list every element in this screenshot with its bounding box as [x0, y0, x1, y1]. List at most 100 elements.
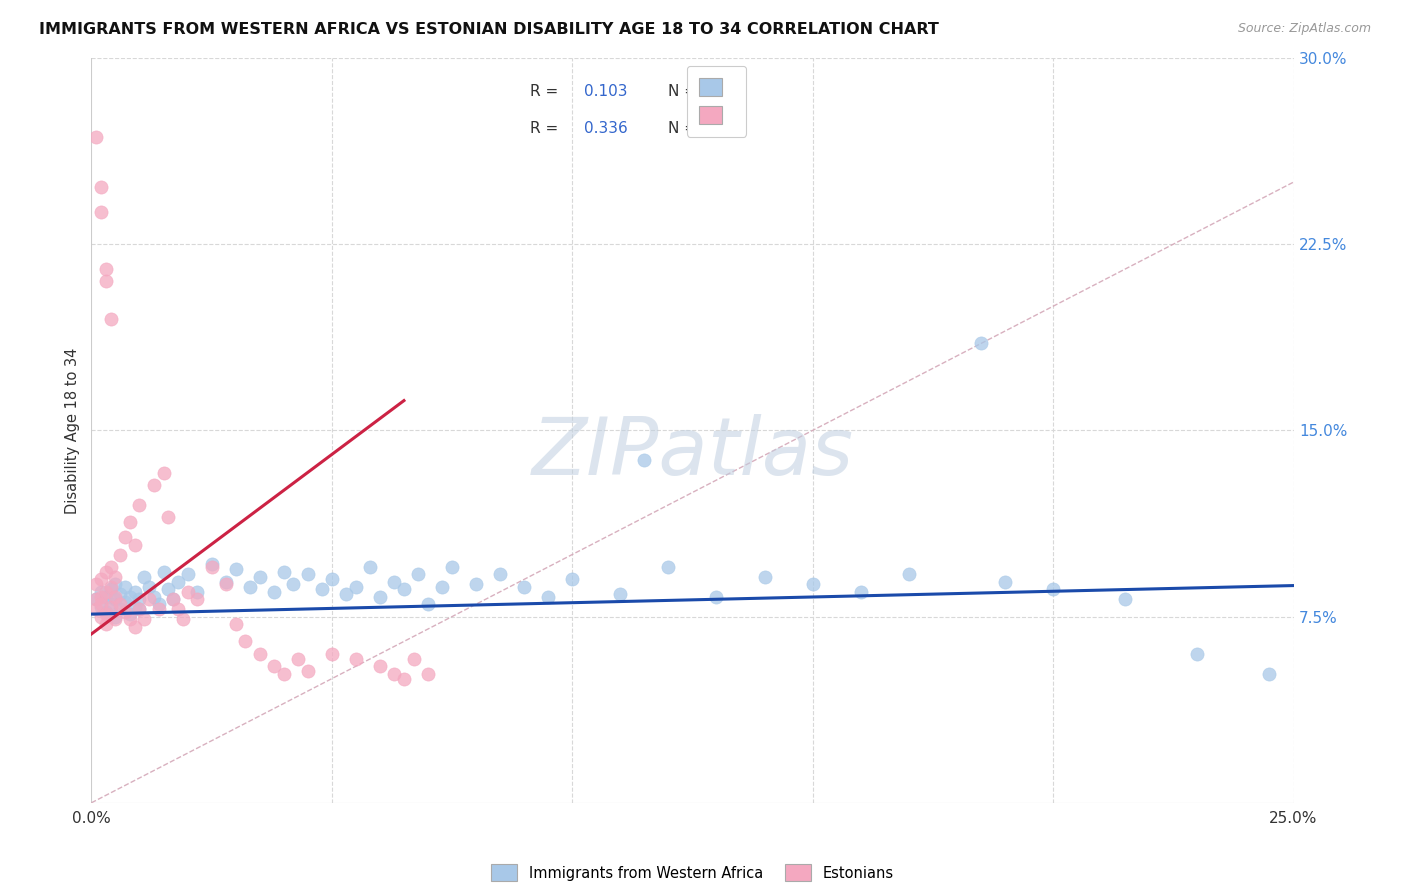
Point	[142, 478, 165, 492]
Point	[402, 652, 425, 666]
Point	[297, 567, 319, 582]
Point	[1114, 592, 1136, 607]
Point	[110, 597, 132, 611]
Point	[335, 587, 357, 601]
Point	[263, 584, 285, 599]
Point	[84, 130, 107, 145]
Text: N =: N =	[668, 84, 702, 99]
Point	[633, 453, 655, 467]
Point	[110, 587, 132, 601]
Point	[273, 565, 295, 579]
Text: Source: ZipAtlas.com: Source: ZipAtlas.com	[1237, 22, 1371, 36]
Point	[110, 548, 132, 562]
Point	[104, 609, 127, 624]
Text: 56: 56	[720, 121, 740, 136]
Point	[114, 530, 136, 544]
Point	[84, 602, 107, 616]
Point	[201, 558, 224, 572]
Point	[359, 560, 381, 574]
Point	[94, 617, 117, 632]
Point	[148, 597, 170, 611]
Point	[994, 574, 1017, 589]
Point	[124, 538, 146, 552]
Point	[215, 577, 238, 591]
Point	[249, 647, 271, 661]
Point	[100, 560, 122, 574]
Point	[118, 612, 141, 626]
Point	[239, 580, 262, 594]
Text: R =: R =	[530, 121, 564, 136]
Point	[114, 580, 136, 594]
Point	[148, 602, 170, 616]
Point	[368, 659, 391, 673]
Point	[138, 580, 160, 594]
Point	[134, 612, 156, 626]
Point	[392, 672, 415, 686]
Point	[249, 570, 271, 584]
Point	[94, 607, 117, 621]
Point	[157, 510, 180, 524]
Point	[233, 634, 256, 648]
Point	[225, 562, 247, 576]
Text: IMMIGRANTS FROM WESTERN AFRICA VS ESTONIAN DISABILITY AGE 18 TO 34 CORRELATION C: IMMIGRANTS FROM WESTERN AFRICA VS ESTONI…	[39, 22, 939, 37]
Legend: Immigrants from Western Africa, Estonians: Immigrants from Western Africa, Estonian…	[491, 864, 894, 881]
Point	[100, 580, 122, 594]
Point	[94, 275, 117, 289]
Point	[297, 664, 319, 678]
Point	[537, 590, 560, 604]
Point	[134, 570, 156, 584]
Point	[465, 577, 488, 591]
Point	[273, 666, 295, 681]
Point	[849, 584, 872, 599]
Point	[118, 607, 141, 621]
Point	[1258, 666, 1281, 681]
Point	[152, 565, 174, 579]
Point	[392, 582, 415, 597]
Point	[167, 602, 190, 616]
Point	[167, 574, 190, 589]
Point	[90, 205, 112, 219]
Point	[90, 597, 112, 611]
Point	[100, 599, 122, 614]
Point	[124, 599, 146, 614]
Point	[225, 617, 247, 632]
Point	[897, 567, 920, 582]
Y-axis label: Disability Age 18 to 34: Disability Age 18 to 34	[65, 347, 80, 514]
Text: N =: N =	[668, 121, 702, 136]
Point	[416, 666, 439, 681]
Point	[100, 311, 122, 326]
Point	[118, 515, 141, 529]
Point	[176, 567, 198, 582]
Point	[382, 666, 405, 681]
Point	[287, 652, 309, 666]
Point	[104, 590, 127, 604]
Point	[440, 560, 463, 574]
Point	[186, 592, 208, 607]
Point	[657, 560, 679, 574]
Text: 0.336: 0.336	[585, 121, 628, 136]
Point	[128, 602, 150, 616]
Text: 68: 68	[720, 84, 740, 99]
Point	[311, 582, 333, 597]
Point	[94, 590, 117, 604]
Point	[90, 590, 112, 604]
Point	[1042, 582, 1064, 597]
Point	[94, 605, 117, 619]
Point	[100, 597, 122, 611]
Point	[321, 573, 343, 587]
Point	[84, 577, 107, 591]
Point	[114, 605, 136, 619]
Point	[100, 582, 122, 597]
Point	[368, 590, 391, 604]
Point	[128, 602, 150, 616]
Point	[84, 592, 107, 607]
Point	[94, 584, 117, 599]
Point	[1187, 647, 1209, 661]
Point	[344, 580, 367, 594]
Point	[201, 560, 224, 574]
Point	[513, 580, 536, 594]
Point	[321, 647, 343, 661]
Point	[128, 498, 150, 512]
Point	[110, 602, 132, 616]
Point	[94, 565, 117, 579]
